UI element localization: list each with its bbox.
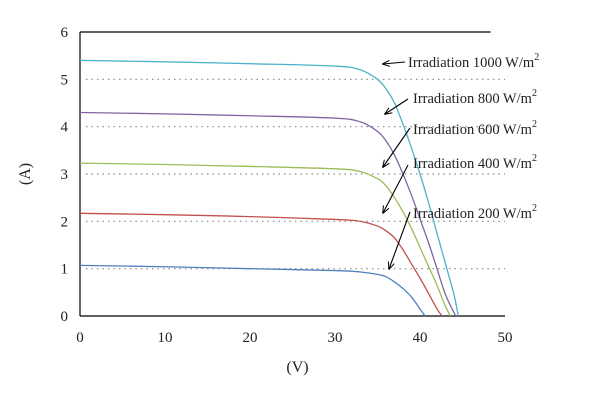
annotation-label-1: Irradiation 800 W/m2 — [413, 88, 537, 107]
annotation-arrow-4 — [389, 211, 411, 269]
annotation-arrow-0 — [383, 62, 406, 64]
grid-layer — [85, 78, 505, 270]
annotation-label-0: Irradiation 1000 W/m2 — [408, 52, 539, 71]
x-axis-title: (V) — [286, 359, 308, 376]
series-line-2 — [79, 162, 452, 317]
series-line-3 — [79, 212, 443, 317]
x-tick-label-50: 50 — [498, 330, 513, 346]
annotation-label-3: Irradiation 400 W/m2 — [413, 153, 537, 172]
annotation-arrow-3 — [383, 164, 409, 213]
y-tick-label-6: 6 — [61, 25, 69, 41]
x-tick-label-0: 0 — [76, 330, 84, 346]
annotation-arrow-1 — [385, 98, 409, 114]
series-line-1 — [79, 111, 457, 317]
y-axis-title: (A) — [17, 163, 34, 185]
x-tick-label-20: 20 — [243, 330, 258, 346]
series-layer — [79, 59, 459, 317]
axis-layer — [79, 31, 505, 317]
y-tick-label-3: 3 — [61, 167, 69, 183]
annotation-label-4: Irradiation 200 W/m2 — [413, 203, 537, 222]
series-line-0 — [79, 59, 459, 317]
annotation-layer: Irradiation 1000 W/m2 Irradiation 800 W/m… — [383, 52, 539, 269]
annotation-arrow-2 — [383, 127, 411, 167]
series-line-4 — [79, 264, 426, 317]
tick-layer: 0 10 20 30 40 50 0 1 2 3 4 5 6 — [61, 25, 513, 346]
y-tick-label-2: 2 — [61, 214, 69, 230]
y-tick-label-1: 1 — [61, 262, 69, 278]
x-tick-label-10: 10 — [158, 330, 173, 346]
y-tick-label-5: 5 — [61, 72, 69, 88]
x-tick-label-30: 30 — [328, 330, 343, 346]
y-tick-label-0: 0 — [61, 309, 69, 325]
annotation-label-2: Irradiation 600 W/m2 — [413, 119, 537, 138]
y-tick-label-4: 4 — [61, 120, 69, 136]
x-tick-label-40: 40 — [413, 330, 428, 346]
